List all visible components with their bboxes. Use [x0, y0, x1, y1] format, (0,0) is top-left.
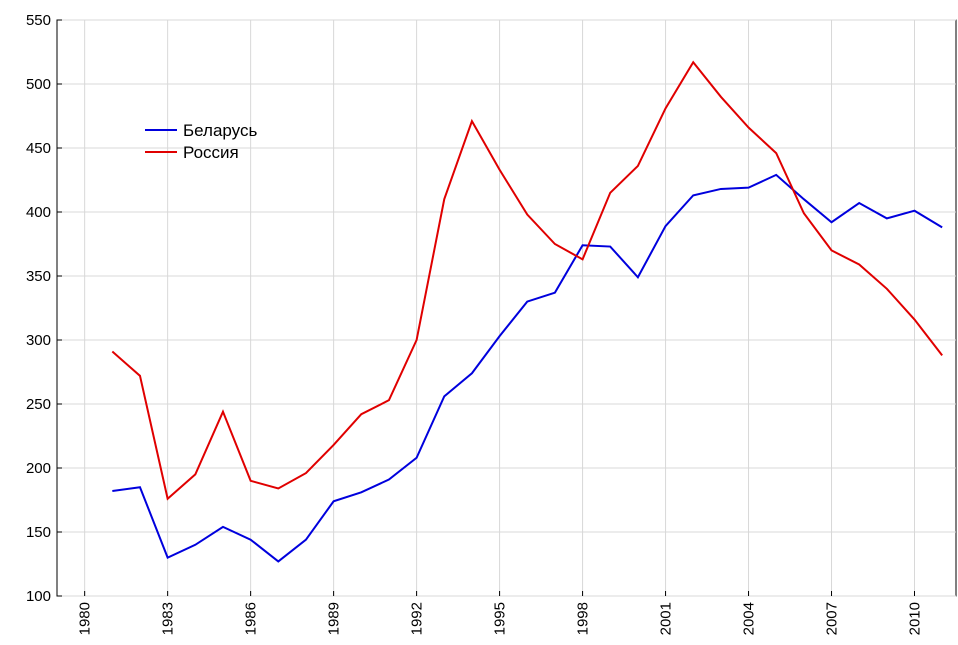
y-tick-label: 200: [26, 460, 51, 477]
x-tick-label: 1980: [77, 602, 94, 635]
x-tick-label: 2010: [907, 602, 924, 635]
y-tick-label: 450: [26, 140, 51, 157]
plot-frame: [56, 19, 957, 597]
x-tick-label: 1995: [492, 602, 509, 635]
series-line: [112, 173, 943, 563]
y-tick-label: 250: [26, 396, 51, 413]
legend-label: Россия: [183, 143, 239, 162]
x-tick-label: 1998: [575, 602, 592, 635]
y-tick-label: 500: [26, 76, 51, 93]
y-tick-label: 150: [26, 524, 51, 541]
y-tick-label: 550: [26, 12, 51, 29]
y-tick-label: 300: [26, 332, 51, 349]
x-tick-label: 2007: [824, 602, 841, 635]
y-tick-label: 350: [26, 268, 51, 285]
x-tick-label: 1992: [409, 602, 426, 635]
series-line: [111, 60, 943, 501]
x-tick-label: 2004: [741, 602, 758, 635]
legend-label: Беларусь: [183, 121, 257, 140]
y-tick-label: 100: [26, 588, 51, 605]
x-tick-label: 2001: [658, 602, 675, 635]
x-tick-label: 1983: [160, 602, 177, 635]
y-tick-label: 400: [26, 204, 51, 221]
x-tick-label: 1989: [326, 602, 343, 635]
x-tick-label: 1986: [243, 602, 260, 635]
